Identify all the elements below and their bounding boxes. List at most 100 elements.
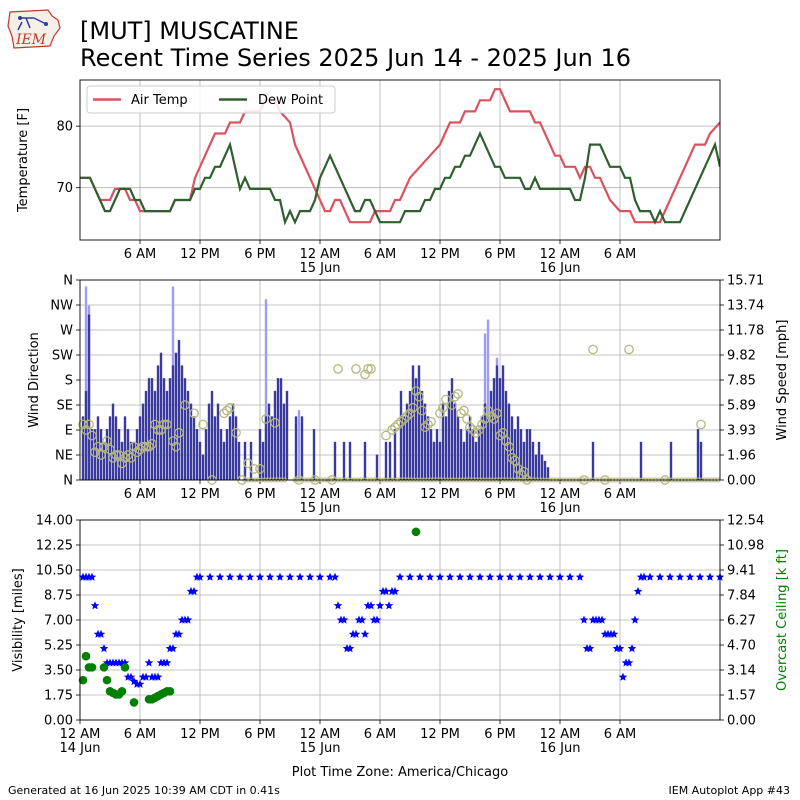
- wind-direction-point: [156, 425, 166, 435]
- gust-bar: [84, 286, 88, 480]
- wind-speed-bar: [420, 390, 424, 480]
- visibility-point: [505, 572, 515, 581]
- wind-direction-point: [162, 419, 172, 430]
- wind-speed-bar: [159, 352, 163, 480]
- wind-direction-point: [117, 458, 127, 469]
- wind-direction-point: [249, 464, 259, 474]
- visibility-point: [90, 601, 100, 610]
- x-tick-label: 6 PM: [244, 727, 275, 742]
- x-tick-label: 6 AM: [124, 727, 157, 742]
- wind-speed-bar: [471, 429, 475, 480]
- wind-speed-bar: [375, 454, 379, 480]
- visibility-point: [360, 629, 370, 638]
- wind-direction-point: [93, 441, 103, 452]
- visibility-point: [639, 572, 649, 581]
- y2-tick-label: 1.57: [727, 689, 756, 704]
- wind-direction-point: [225, 402, 235, 413]
- wind-direction-point: [462, 414, 472, 424]
- y2-axis-label: Wind Speed [mph]: [775, 320, 790, 441]
- wind-direction-point: [438, 402, 448, 413]
- x-tick-label: 12 PM: [180, 487, 220, 502]
- x-tick-label: 12 AM: [300, 487, 341, 502]
- wind-speed-bar: [285, 390, 289, 480]
- visibility-point: [395, 572, 405, 581]
- wind-direction-point: [171, 441, 181, 452]
- y2-tick-label: 1.96: [727, 449, 756, 464]
- wind-direction-point: [465, 422, 475, 433]
- legend-label: Dew Point: [258, 93, 323, 108]
- chart-title: [MUT] MUSCATINE: [80, 17, 299, 45]
- wind-speed-bar: [96, 416, 100, 480]
- visibility-point: [565, 572, 575, 581]
- wind-speed-bar: [591, 441, 595, 480]
- wind-speed-bar: [102, 441, 106, 480]
- visibility-point: [99, 644, 109, 653]
- visibility-point: [153, 672, 163, 681]
- visibility-point: [579, 615, 589, 624]
- wind-speed-bar: [237, 441, 241, 480]
- visibility-point: [415, 572, 425, 581]
- wind-direction-point: [390, 422, 400, 433]
- wind-direction-point: [486, 411, 496, 421]
- wind-speed-bar: [93, 429, 97, 480]
- visibility-point: [381, 586, 391, 596]
- visibility-point: [87, 572, 97, 581]
- x-tick-label: 15 Jun: [300, 261, 341, 276]
- ceiling-point: [87, 663, 97, 672]
- wind-direction-point: [405, 408, 415, 419]
- visibility-point: [295, 572, 305, 581]
- wind-direction-point: [159, 419, 169, 430]
- wind-speed-bar: [474, 441, 478, 480]
- visibility-point: [305, 572, 315, 581]
- legend-label: Air Temp: [131, 93, 188, 108]
- wind-speed-bar: [150, 378, 154, 480]
- wind-direction-point: [222, 405, 232, 416]
- y-tick-label: 80: [56, 120, 73, 135]
- wind-speed-bar: [426, 416, 430, 480]
- visibility-point: [609, 629, 619, 638]
- wind-direction-point: [489, 414, 499, 424]
- x-tick-label: 12 AM: [540, 247, 581, 262]
- wind-direction-point: [420, 422, 430, 433]
- wind-direction-point: [435, 408, 445, 419]
- visibility-point: [235, 572, 245, 581]
- wind-direction-point: [441, 394, 451, 405]
- wind-speed-bar: [270, 416, 274, 480]
- visibility-point: [183, 615, 193, 624]
- visibility-point: [325, 572, 335, 581]
- wind-direction-point: [270, 417, 280, 428]
- wind-speed-bar: [453, 403, 457, 480]
- x-tick-label: 12 AM: [60, 727, 101, 742]
- wind-direction-point: [135, 444, 145, 455]
- visibility-point: [405, 572, 415, 581]
- wind-direction-point: [138, 441, 148, 452]
- visibility-point: [375, 601, 385, 610]
- visibility-point: [555, 572, 565, 581]
- wind-direction-point: [153, 425, 163, 435]
- visibility-point: [339, 615, 349, 624]
- wind-direction-point: [84, 419, 94, 430]
- visibility-point: [225, 572, 235, 581]
- wind-speed-bar: [219, 429, 223, 480]
- y-tick-label: 1.75: [44, 689, 73, 704]
- wind-direction-point: [453, 389, 463, 399]
- y2-axis-label: Overcast Ceiling [k ft]: [775, 549, 790, 691]
- wind-speed-bar: [273, 390, 277, 480]
- wind-speed-bar: [204, 429, 208, 480]
- visibility-point: [245, 572, 255, 581]
- y-tick-label: 8.75: [44, 589, 73, 604]
- visibility-point: [485, 572, 495, 581]
- y-tick-label: 12.25: [36, 539, 73, 554]
- series-line-dew-point: [80, 130, 720, 226]
- visibility-point: [535, 572, 545, 581]
- wind-speed-bar: [477, 429, 481, 480]
- gust-bar: [264, 299, 268, 480]
- plot-frame: [79, 279, 721, 481]
- x-tick-label: 15 Jun: [300, 741, 341, 756]
- visibility-point: [333, 601, 343, 610]
- wind-direction-point: [468, 425, 478, 435]
- chart-subtitle: Recent Time Series 2025 Jun 14 - 2025 Ju…: [80, 44, 632, 72]
- ceiling-point: [129, 698, 139, 707]
